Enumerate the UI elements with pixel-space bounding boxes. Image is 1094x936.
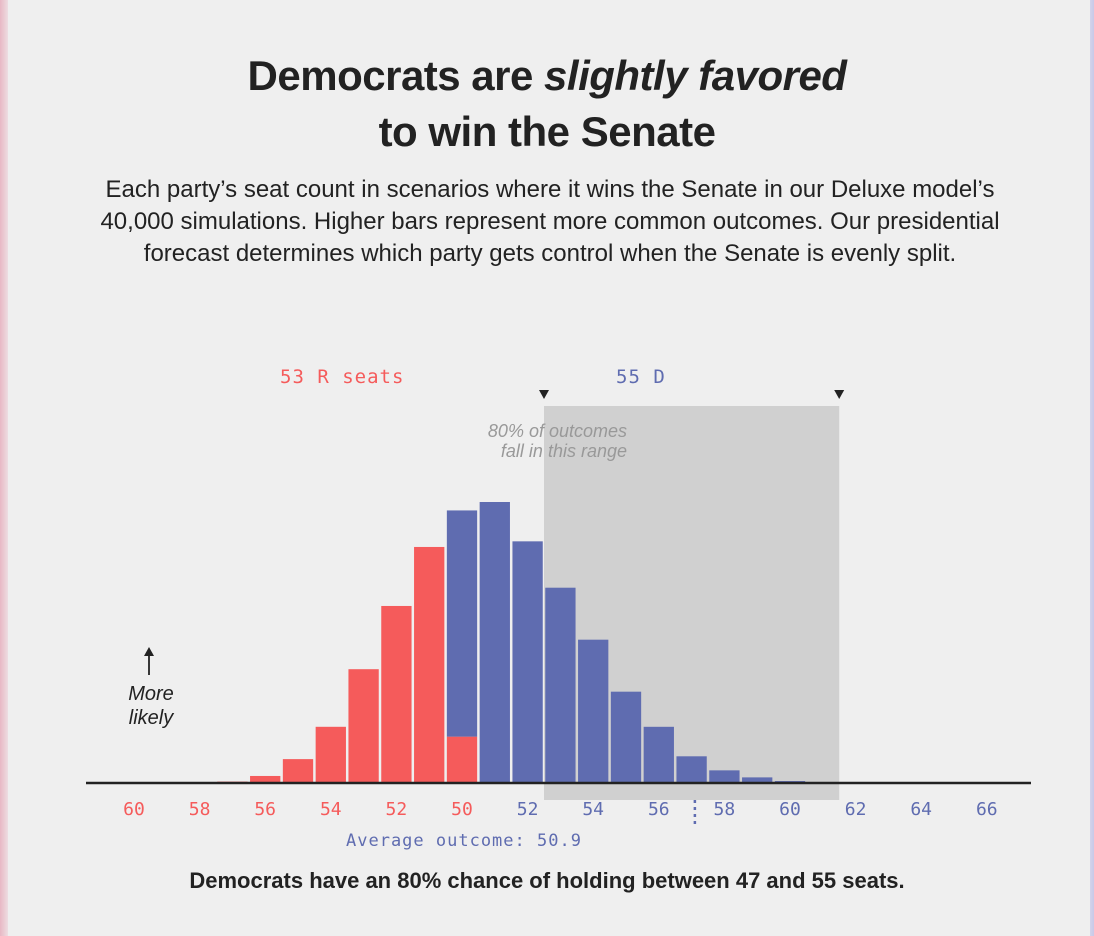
x-tick-label: 66 [976,799,998,820]
bar-rep-54 [348,669,379,783]
chart-subtitle: Each party’s seat count in scenarios whe… [100,176,1000,267]
x-tick-label: 56 [254,799,276,820]
x-tick-label: 60 [779,799,801,820]
x-tick-label: 52 [517,799,539,820]
bar-dem-59 [742,777,773,783]
chart-title-line2: to win the Senate [378,108,716,155]
bar-dem-58 [709,770,740,783]
x-tick-label: 54 [320,799,342,820]
bar-rep-57 [250,775,281,783]
bar-dem-52 [512,541,543,783]
more-likely-label: More likely [128,683,174,729]
bar-dem-53 [545,587,576,783]
range-note: 80% of outcomes fall in this range [487,421,627,461]
range-left-marker [539,390,549,399]
x-tick-label: 54 [582,799,604,820]
bar-rep-52 [414,546,445,783]
x-tick-label: 60 [123,799,145,820]
range-left-label: 53 R seats [280,366,405,388]
x-tick-label: 62 [845,799,867,820]
range-right-label: 55 D [616,366,666,388]
chart-title-line1: Democrats are slightly favored [0,52,1094,100]
x-tick-label: 58 [189,799,211,820]
title-lead: Democrats are [247,52,545,99]
x-tick-label: 58 [714,799,736,820]
x-tick-label: 52 [386,799,408,820]
title-emphasis: slightly favored [544,52,847,99]
chart-footer: Democrats have an 80% chance of holding … [189,868,905,893]
bar-dem-56 [643,726,674,783]
bar-rep-55 [315,726,346,783]
average-outcome-label: Average outcome: 50.9 [346,831,582,851]
bar-dem-54 [578,639,609,783]
bar-rep-51 [446,736,478,783]
range-right-marker [834,390,845,399]
x-tick-label: 50 [451,799,473,820]
more-likely-arrowhead-icon [144,647,154,656]
bar-dem-50 [446,510,478,737]
x-tick-label: 64 [910,799,932,820]
x-tick-label: 56 [648,799,670,820]
bar-rep-53 [381,605,412,783]
bar-rep-56 [282,759,314,783]
bar-dem-57 [676,756,707,783]
bar-dem-51 [479,502,510,783]
bar-dem-55 [610,691,642,783]
